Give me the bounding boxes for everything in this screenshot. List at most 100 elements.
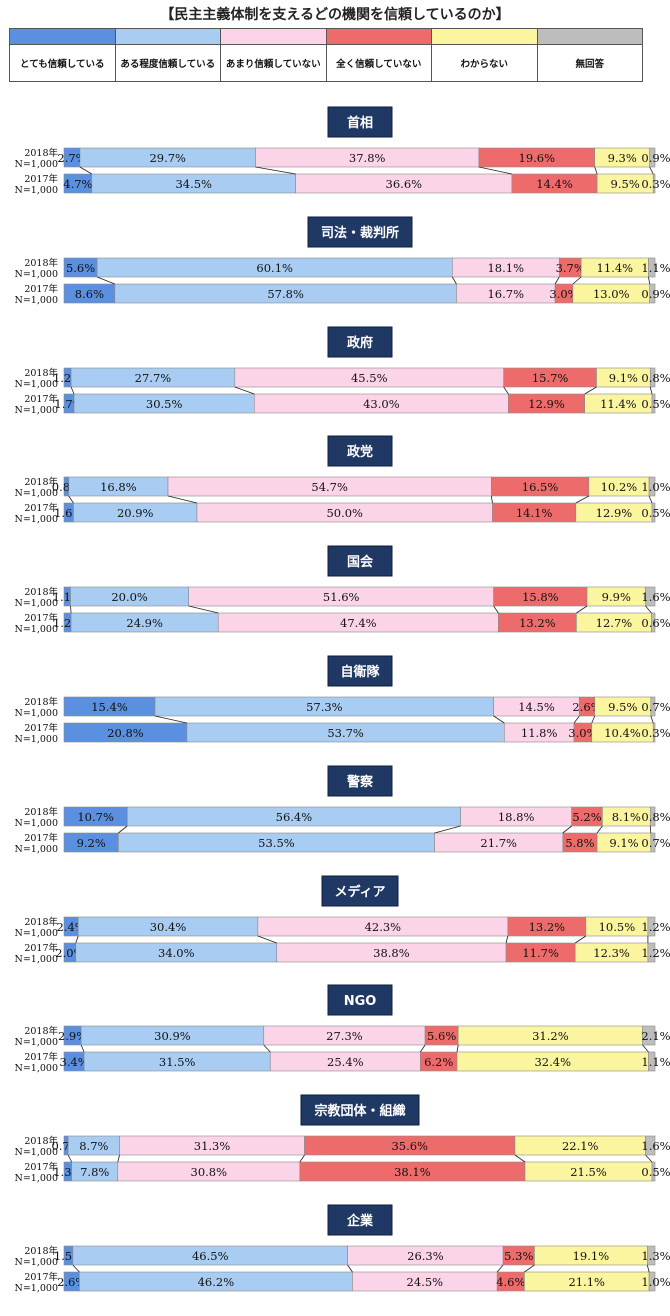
data-label: 13.2% [519, 616, 556, 630]
data-label: 53.7% [327, 726, 364, 740]
data-label: 45.5% [351, 371, 388, 385]
group-label: 国会 [347, 554, 374, 570]
connector-line [649, 386, 653, 395]
data-label: 12.3% [593, 946, 630, 960]
data-label: 0.7% [641, 700, 670, 714]
data-label: 11.8% [521, 726, 558, 740]
row-label-n: N=1,000 [15, 379, 58, 390]
connector-line [79, 166, 92, 175]
row-label-n: N=1,000 [15, 1147, 58, 1158]
data-label: 10.2% [601, 480, 638, 494]
data-label: 1.0% [641, 1275, 670, 1289]
data-label: 60.1% [256, 261, 293, 275]
group-label: NGO [344, 994, 377, 1009]
connector-line [70, 386, 75, 395]
data-label: 29.7% [149, 151, 186, 165]
data-label: 15.8% [522, 590, 559, 604]
group-label-box [327, 326, 393, 358]
bar-segment [649, 283, 656, 304]
group-label: メディア [334, 884, 385, 900]
connector-line [493, 605, 499, 614]
data-label: 42.3% [365, 920, 402, 934]
row-label-year: 2018年 [24, 806, 58, 818]
connector-line [80, 1044, 85, 1053]
data-label: 7.8% [80, 1165, 109, 1179]
data-label: 3.7% [556, 261, 585, 275]
row-label-year: 2017年 [24, 393, 58, 405]
row-label-year: 2018年 [24, 1135, 58, 1147]
row-label-year: 2018年 [24, 586, 58, 598]
data-label: 6.2% [424, 1055, 453, 1069]
data-label: 36.6% [386, 177, 423, 191]
group-label: 自衛隊 [340, 664, 380, 680]
data-label: 8.1% [612, 810, 641, 824]
data-label: 5.2% [572, 810, 601, 824]
connector-line [503, 386, 509, 395]
data-label: 9.9% [602, 590, 631, 604]
data-label: 0.6% [641, 616, 670, 630]
group-label-box [327, 545, 393, 577]
legend: とても信頼している ある程度信頼している あまり信頼していない 全く信頼していな… [9, 28, 643, 82]
row-label-year: 2017年 [24, 1161, 58, 1173]
row-label-n: N=1,000 [15, 185, 58, 196]
group-label: 政党 [347, 444, 373, 460]
data-label: 1.6% [641, 1139, 670, 1153]
data-label: 16.8% [100, 480, 137, 494]
legend-label-dont-know: わからない [431, 44, 538, 82]
data-label: 0.3% [641, 726, 670, 740]
connector-line [167, 495, 198, 504]
connector-line [562, 825, 572, 834]
legend-swatch-no-answer [536, 28, 643, 45]
data-label: 20.9% [117, 506, 154, 520]
data-label: 8.7% [79, 1139, 108, 1153]
row-label-n: N=1,000 [15, 844, 58, 855]
row-label-n: N=1,000 [15, 708, 58, 719]
data-label: 2.1% [641, 1029, 670, 1043]
data-label: 13.2% [529, 920, 566, 934]
data-label: 31.2% [532, 1029, 569, 1043]
connector-line [257, 935, 277, 944]
bar-segment [648, 476, 656, 497]
data-label: 54.7% [311, 480, 348, 494]
data-label: 5.6% [66, 261, 95, 275]
row-label-year: 2018年 [24, 476, 58, 488]
data-label: 21.5% [570, 1165, 607, 1179]
connector-line [573, 715, 580, 724]
connector-line [490, 495, 493, 504]
group-label-box [321, 875, 399, 907]
data-label: 9.5% [611, 177, 640, 191]
data-label: 57.3% [306, 700, 343, 714]
group-label-box [327, 106, 393, 138]
row-label-n: N=1,000 [15, 1283, 58, 1294]
data-label: 14.4% [536, 177, 573, 191]
data-label: 30.5% [146, 397, 183, 411]
data-label: 18.8% [498, 810, 535, 824]
data-label: 9.1% [609, 371, 638, 385]
data-label: 10.4% [604, 726, 641, 740]
data-label: 12.9% [528, 397, 565, 411]
data-label: 3.0% [549, 287, 578, 301]
group-label: 政府 [347, 335, 373, 351]
row-label-n: N=1,000 [15, 405, 58, 416]
data-label: 0.8% [641, 371, 670, 385]
bar-segment [648, 257, 656, 278]
connector-line [505, 935, 509, 944]
connector-line [188, 605, 219, 614]
data-label: 11.4% [597, 261, 634, 275]
data-label: 11.7% [522, 946, 559, 960]
data-label: 14.1% [516, 506, 553, 520]
data-label: 20.8% [107, 726, 144, 740]
data-label: 0.3% [641, 177, 670, 191]
row-label-n: N=1,000 [15, 514, 58, 525]
data-label: 9.5% [608, 700, 637, 714]
connector-line [648, 495, 653, 504]
connector-line [572, 276, 582, 285]
data-label: 18.1% [487, 261, 524, 275]
legend-label-no-answer: 無回答 [536, 44, 643, 82]
